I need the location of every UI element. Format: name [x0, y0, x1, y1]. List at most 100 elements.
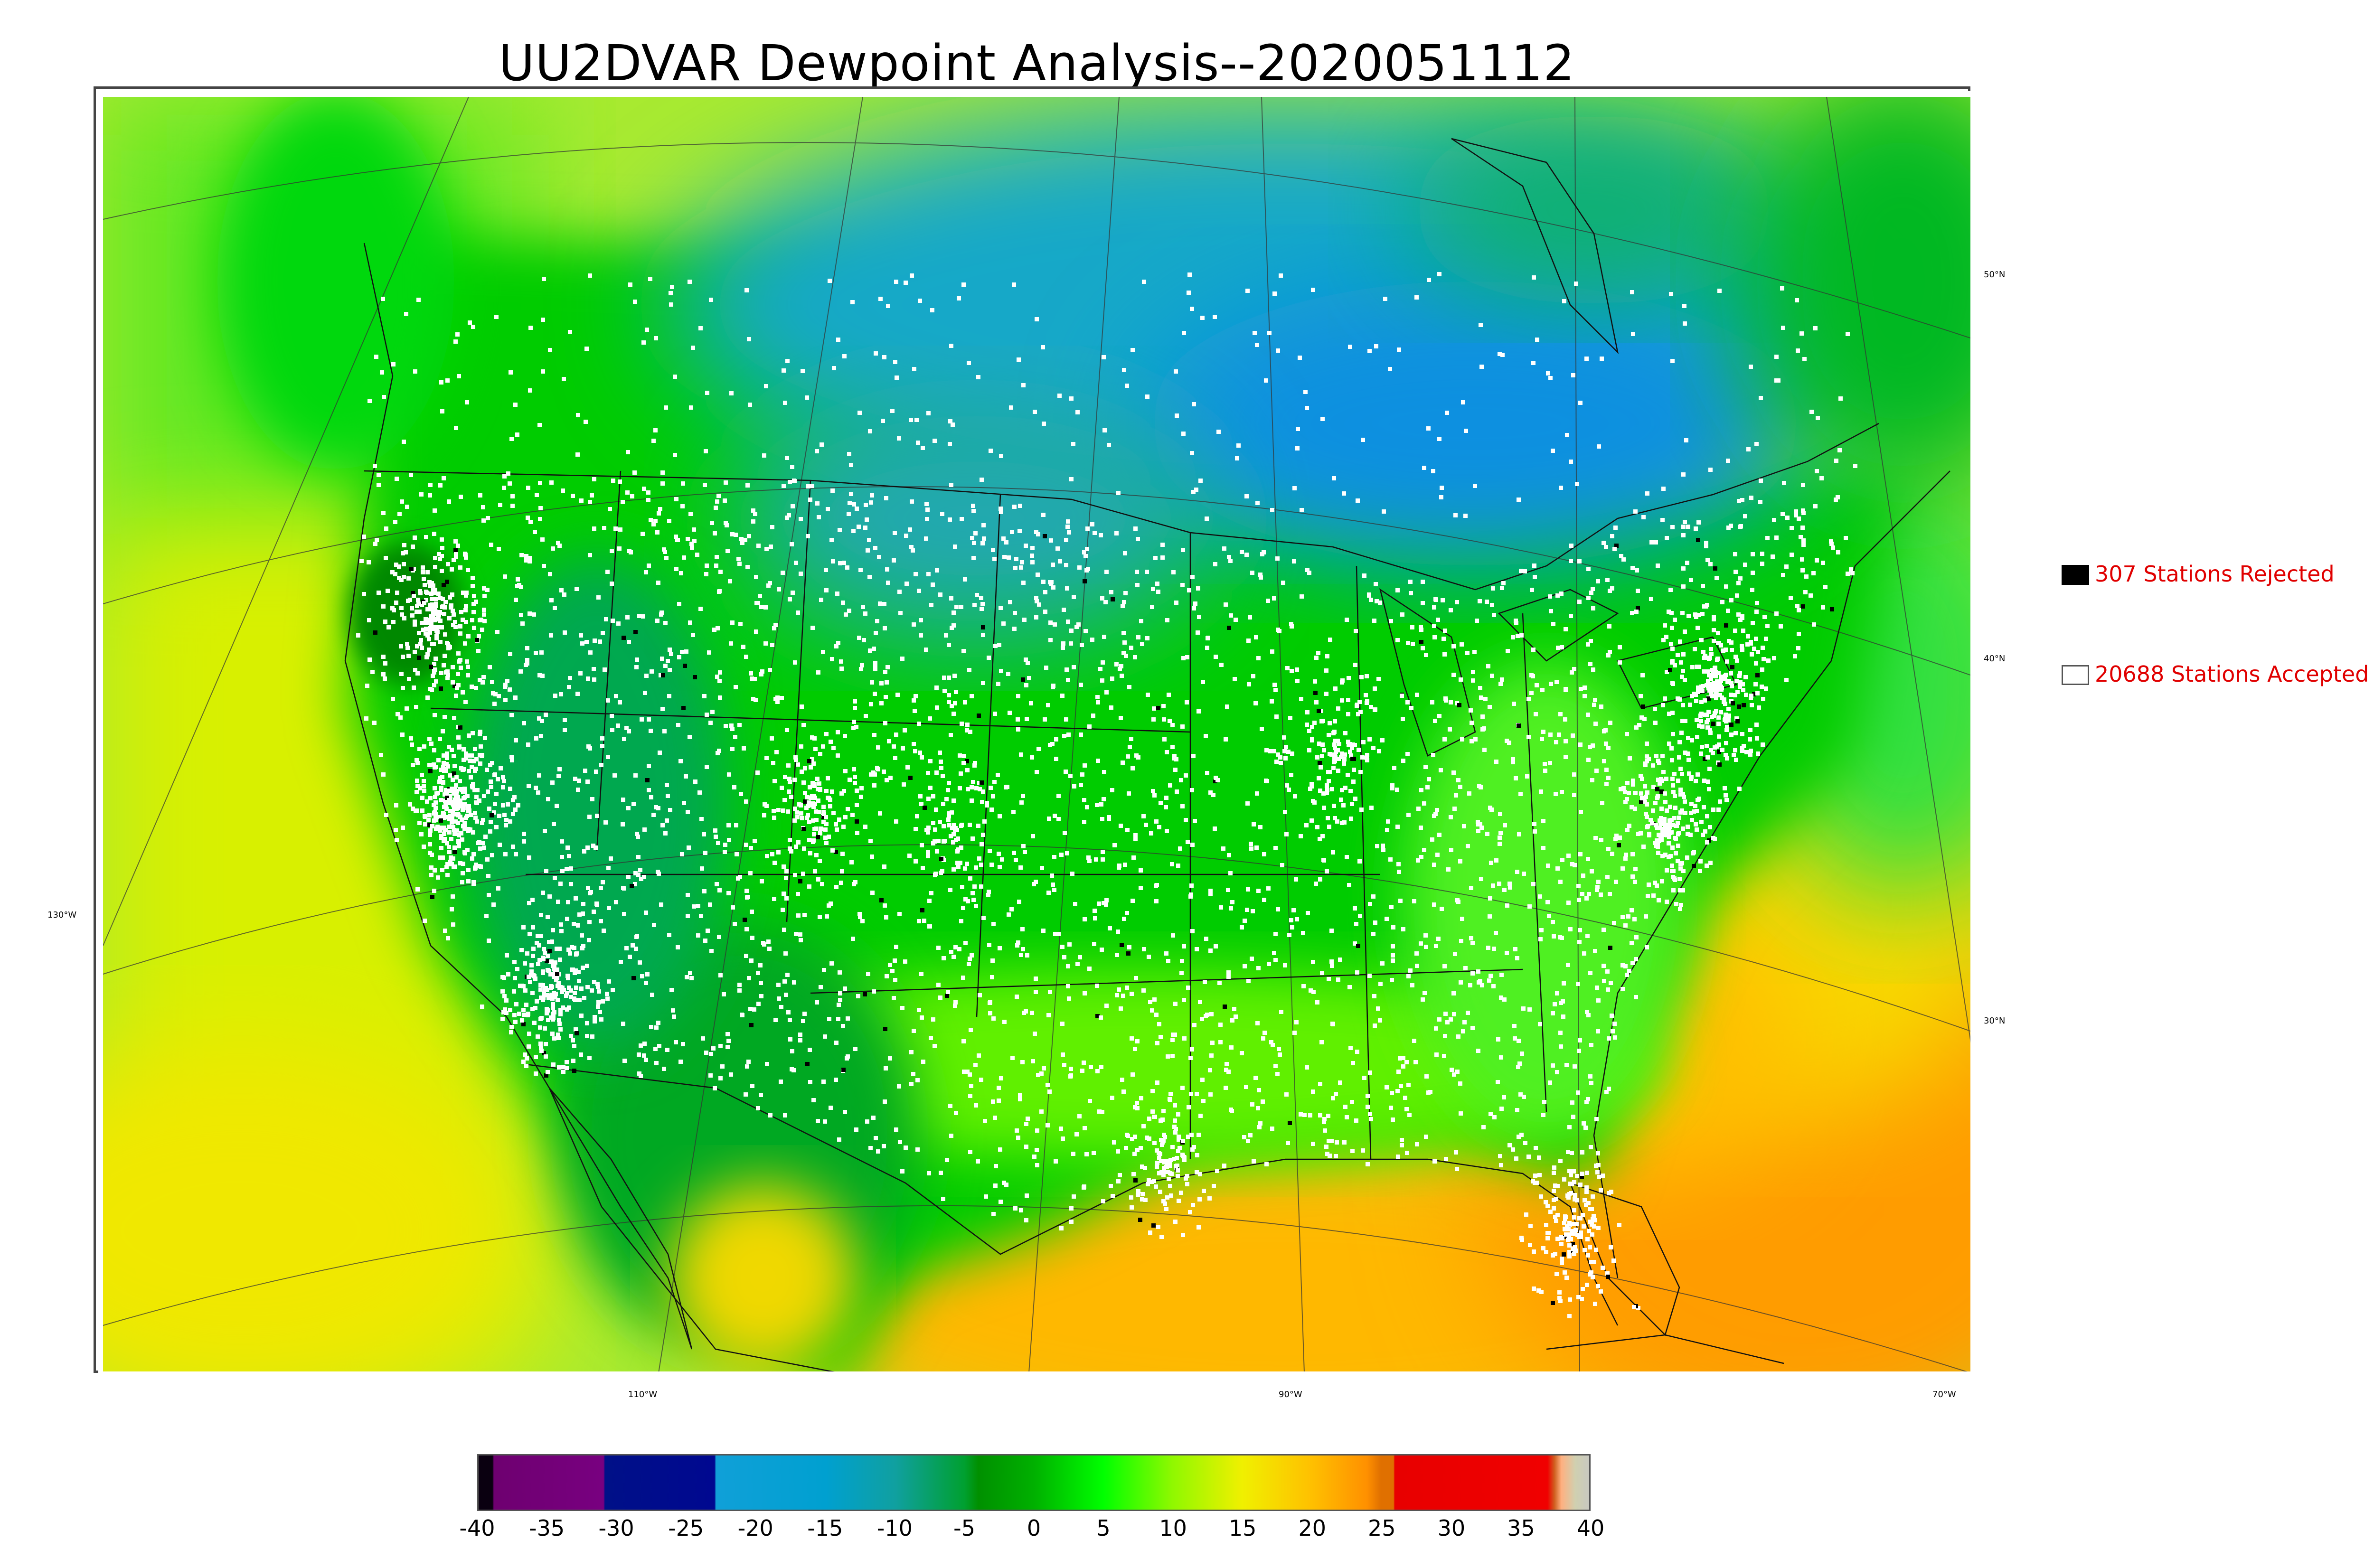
- station-accepted: [892, 744, 896, 749]
- station-accepted: [395, 477, 399, 481]
- station-accepted: [1049, 582, 1053, 586]
- station-accepted: [1224, 1086, 1228, 1090]
- station-accepted: [842, 561, 846, 565]
- station-accepted: [1507, 1143, 1512, 1147]
- station-accepted: [725, 1045, 730, 1049]
- station-accepted: [1007, 555, 1011, 560]
- station-accepted: [1060, 945, 1065, 949]
- station-accepted: [1186, 986, 1190, 990]
- station-accepted: [503, 852, 508, 856]
- station-accepted: [1273, 688, 1278, 692]
- station-accepted: [718, 1076, 723, 1080]
- station-rejected: [373, 630, 377, 635]
- station-accepted: [1634, 995, 1638, 999]
- station-accepted: [1203, 980, 1207, 984]
- station-accepted: [1569, 559, 1573, 563]
- station-accepted: [938, 592, 942, 597]
- station-accepted: [1455, 600, 1459, 604]
- station-accepted: [526, 486, 530, 490]
- station-accepted: [1299, 834, 1303, 838]
- station-accepted: [373, 464, 377, 468]
- station-accepted: [1024, 1145, 1028, 1149]
- station-accepted: [701, 1036, 705, 1041]
- station-accepted: [1633, 509, 1638, 514]
- dewpoint-map[interactable]: [98, 91, 1970, 1373]
- station-accepted: [1774, 535, 1779, 540]
- station-accepted: [976, 1159, 980, 1164]
- station-accepted: [658, 751, 662, 755]
- station-accepted: [1290, 669, 1294, 673]
- station-accepted: [606, 866, 611, 870]
- station-accepted: [1210, 1041, 1215, 1045]
- station-accepted: [1377, 749, 1381, 753]
- station-accepted: [948, 1104, 952, 1108]
- station-accepted: [752, 1007, 756, 1012]
- station-accepted: [1067, 530, 1071, 535]
- station-accepted: [1405, 700, 1410, 704]
- station-accepted: [1077, 565, 1082, 570]
- station-accepted: [1022, 1011, 1026, 1015]
- station-accepted: [882, 355, 886, 359]
- station-accepted: [1214, 944, 1218, 948]
- station-accepted: [635, 832, 639, 836]
- station-accepted: [699, 817, 704, 821]
- station-accepted: [1412, 1039, 1416, 1043]
- station-accepted: [1324, 1145, 1328, 1149]
- station-accepted: [1092, 1151, 1096, 1155]
- station-accepted: [1693, 647, 1697, 651]
- station-accepted: [1569, 544, 1573, 548]
- map-panel[interactable]: [94, 86, 1970, 1373]
- station-accepted: [641, 532, 645, 536]
- station-accepted: [1190, 451, 1194, 455]
- station-accepted: [577, 779, 581, 783]
- station-accepted: [1252, 1159, 1256, 1164]
- station-accepted: [1423, 765, 1428, 769]
- station-accepted: [718, 570, 723, 574]
- station-accepted: [1458, 859, 1462, 864]
- station-accepted: [725, 523, 729, 527]
- station-accepted: [1532, 822, 1536, 826]
- station-accepted: [744, 954, 748, 958]
- station-accepted: [560, 869, 565, 873]
- station-accepted: [919, 972, 923, 976]
- station-accepted: [1704, 544, 1708, 548]
- station-accepted: [452, 764, 457, 768]
- station-accepted: [688, 735, 692, 739]
- station-accepted: [873, 546, 877, 550]
- station-accepted: [482, 594, 487, 598]
- station-accepted: [625, 615, 630, 620]
- station-accepted: [1465, 651, 1470, 655]
- station-accepted: [527, 901, 531, 905]
- station-accepted: [741, 645, 745, 649]
- station-accepted: [1096, 700, 1100, 704]
- station-accepted: [465, 400, 469, 404]
- station-accepted: [1064, 538, 1068, 542]
- station-accepted: [1152, 997, 1157, 1002]
- station-accepted: [1152, 793, 1157, 798]
- station-accepted: [1486, 664, 1490, 668]
- station-accepted: [606, 698, 610, 703]
- station-accepted: [1020, 1060, 1025, 1064]
- station-accepted: [1395, 1089, 1400, 1093]
- station-accepted: [777, 587, 781, 592]
- station-accepted: [594, 770, 598, 774]
- station-accepted: [1283, 963, 1287, 967]
- station-accepted: [999, 1200, 1003, 1204]
- station-accepted: [1517, 498, 1521, 502]
- station-accepted: [1084, 1152, 1089, 1156]
- station-accepted: [1459, 1111, 1463, 1116]
- station-accepted: [1701, 584, 1705, 588]
- station-accepted: [1043, 717, 1047, 722]
- station-accepted: [1204, 734, 1208, 738]
- station-accepted: [1716, 807, 1721, 812]
- station-accepted: [1391, 953, 1395, 958]
- station-accepted: [924, 536, 928, 541]
- station-accepted: [1472, 650, 1477, 654]
- station-accepted: [1513, 947, 1517, 951]
- station-accepted: [1499, 1107, 1504, 1111]
- station-accepted: [963, 941, 968, 945]
- station-accepted: [578, 671, 583, 676]
- station-accepted: [744, 927, 749, 931]
- station-accepted: [625, 490, 630, 495]
- station-accepted: [1750, 588, 1754, 592]
